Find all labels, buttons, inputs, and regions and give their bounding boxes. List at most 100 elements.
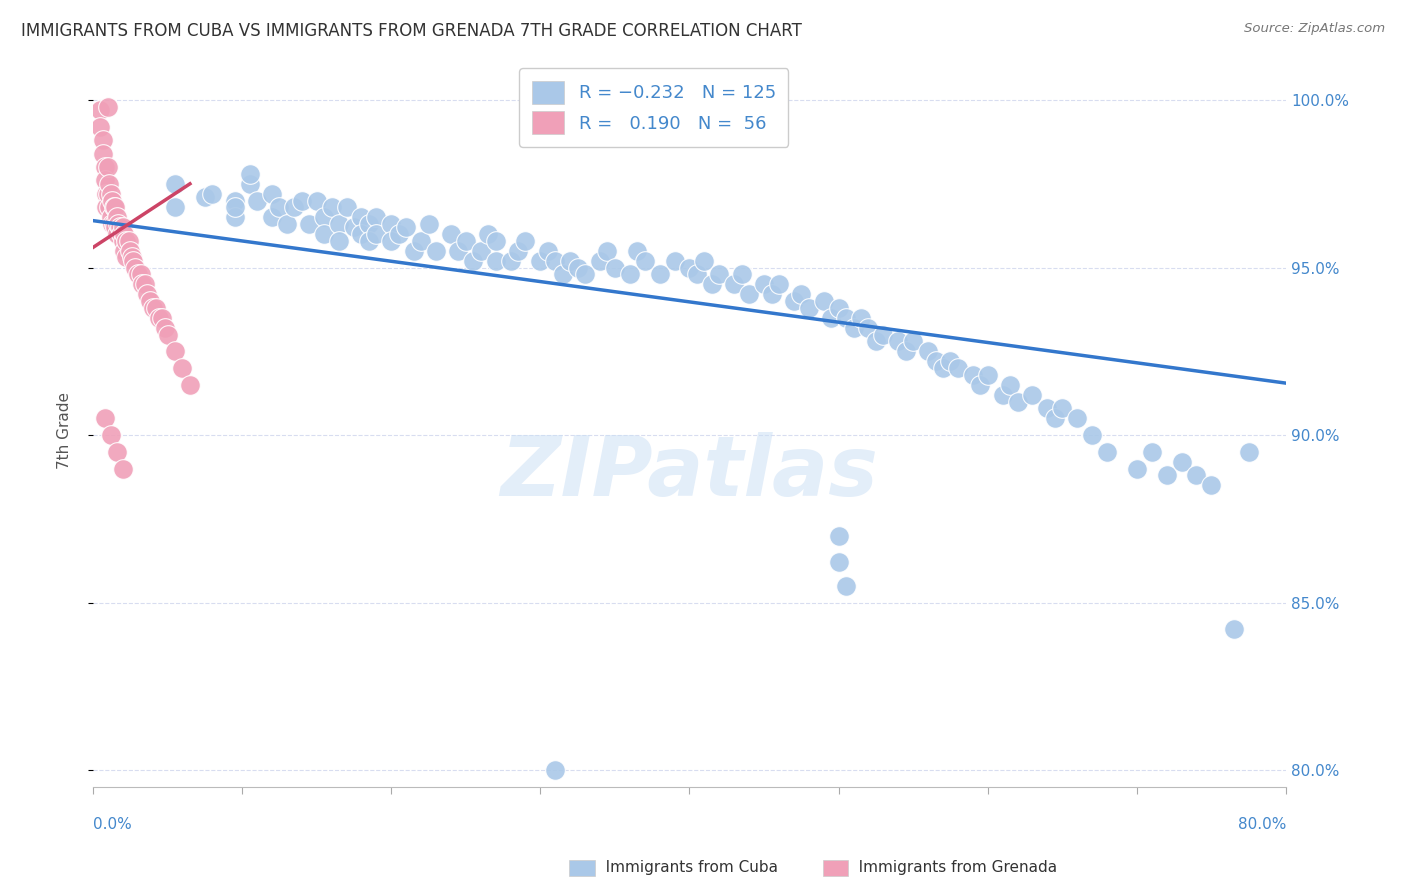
Point <box>529 253 551 268</box>
Point <box>388 227 411 241</box>
Point <box>120 244 142 258</box>
Point <box>603 260 626 275</box>
Point <box>194 190 217 204</box>
Point <box>835 579 858 593</box>
Point <box>827 555 849 569</box>
Point <box>380 217 402 231</box>
Point <box>402 244 425 258</box>
Point <box>477 227 499 241</box>
Point <box>93 146 115 161</box>
Point <box>179 377 201 392</box>
Text: 80.0%: 80.0% <box>1237 817 1286 832</box>
Point <box>156 327 179 342</box>
Point <box>96 200 118 214</box>
Point <box>1170 455 1192 469</box>
Point <box>752 277 775 292</box>
Point <box>100 428 122 442</box>
Point <box>163 344 186 359</box>
Point <box>894 344 917 359</box>
Text: Immigrants from Grenada: Immigrants from Grenada <box>844 860 1057 874</box>
Point <box>648 267 671 281</box>
Point <box>648 87 671 101</box>
Point <box>246 194 269 208</box>
Point <box>567 260 589 275</box>
Point <box>998 377 1021 392</box>
Point <box>619 267 641 281</box>
Point <box>544 253 567 268</box>
Point <box>1021 388 1043 402</box>
Point <box>723 277 745 292</box>
Point <box>328 234 350 248</box>
Point <box>560 253 582 268</box>
Point <box>454 234 477 248</box>
Point <box>1007 394 1029 409</box>
Point <box>1081 428 1104 442</box>
Point <box>820 310 842 325</box>
Point <box>357 217 380 231</box>
Point <box>835 310 858 325</box>
Point <box>939 354 962 368</box>
Point <box>89 103 111 117</box>
Point <box>89 120 111 134</box>
Point <box>1201 478 1223 492</box>
Point <box>678 260 700 275</box>
Point <box>709 267 731 281</box>
Point <box>366 227 388 241</box>
Point <box>135 287 157 301</box>
Point <box>887 334 910 349</box>
Point <box>343 220 366 235</box>
Point <box>97 100 120 114</box>
Point <box>239 177 262 191</box>
Point <box>104 220 127 235</box>
Point <box>357 234 380 248</box>
Point <box>813 293 835 308</box>
Point <box>350 211 373 225</box>
Point <box>350 227 373 241</box>
Text: Immigrants from Cuba: Immigrants from Cuba <box>591 860 778 874</box>
Point <box>328 217 350 231</box>
Point <box>991 388 1014 402</box>
Point <box>105 227 128 241</box>
Point <box>114 234 136 248</box>
Point <box>150 310 173 325</box>
Text: 0.0%: 0.0% <box>93 817 132 832</box>
Legend: R = −0.232   N = 125, R =   0.190   N =  56: R = −0.232 N = 125, R = 0.190 N = 56 <box>519 68 789 147</box>
Text: ZIPatlas: ZIPatlas <box>501 433 879 514</box>
Point <box>321 200 343 214</box>
Point <box>107 217 129 231</box>
Point <box>163 200 186 214</box>
Point <box>470 244 492 258</box>
Point <box>447 244 470 258</box>
Point <box>110 227 132 241</box>
Point <box>94 173 117 187</box>
Point <box>946 361 969 376</box>
Point <box>768 277 790 292</box>
Point <box>112 227 135 241</box>
Point <box>366 211 388 225</box>
Point <box>94 160 117 174</box>
Point <box>1185 468 1208 483</box>
Point <box>224 200 246 214</box>
Point <box>969 377 991 392</box>
Point <box>1043 411 1066 425</box>
Point <box>827 528 849 542</box>
Point <box>105 211 128 225</box>
Point <box>1126 461 1149 475</box>
Point <box>100 211 122 225</box>
Point <box>731 267 754 281</box>
Point <box>103 200 125 214</box>
Point <box>101 217 124 231</box>
Point <box>142 301 165 315</box>
Point <box>551 267 574 281</box>
Point <box>917 344 939 359</box>
Point <box>111 234 134 248</box>
Point <box>111 220 134 235</box>
Point <box>153 321 176 335</box>
Point <box>94 411 117 425</box>
Point <box>138 293 160 308</box>
Point <box>977 368 1000 382</box>
Point <box>1156 468 1178 483</box>
Point <box>849 310 872 325</box>
Point <box>283 200 305 214</box>
Point <box>380 234 402 248</box>
